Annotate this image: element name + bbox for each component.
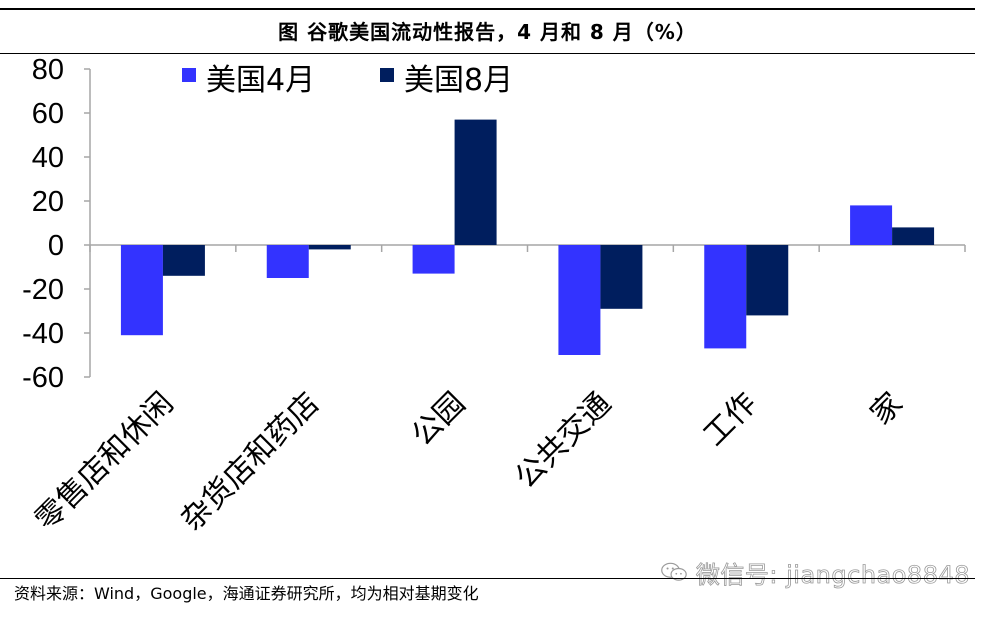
legend-april-swatch	[182, 68, 196, 82]
category-label: 杂货店和药店	[174, 386, 326, 538]
y-tick-label: -60	[22, 362, 64, 394]
bar-april-2	[412, 245, 455, 274]
wechat-icon	[661, 562, 687, 581]
y-tick-label: 40	[32, 142, 64, 174]
bar-april-5	[850, 205, 893, 245]
bar-april-0	[120, 245, 163, 336]
category-label: 工作	[697, 386, 764, 453]
bar-april-4	[704, 245, 747, 349]
legend-august-swatch	[380, 68, 394, 82]
y-tick-label: -40	[22, 318, 64, 350]
y-tick-label: 60	[32, 98, 64, 130]
bar-august-5	[892, 227, 935, 245]
bottom-rule	[0, 578, 975, 579]
category-label: 公共交通	[508, 386, 618, 496]
y-tick-label: 80	[32, 54, 64, 86]
bar-april-3	[558, 245, 601, 355]
bar-august-0	[162, 245, 205, 276]
title-rule	[0, 53, 975, 54]
bar-august-2	[454, 119, 497, 245]
bar-august-3	[600, 245, 643, 309]
watermark-text: 微信号: jiangchao8848	[695, 560, 970, 589]
top-rule	[0, 8, 975, 10]
y-tick-label: 0	[48, 230, 64, 262]
category-label: 公园	[405, 386, 472, 453]
figure-title: 图 谷歌美国流动性报告，4 月和 8 月（%）	[278, 20, 697, 44]
y-tick-label: -20	[22, 274, 64, 306]
bar-august-4	[746, 245, 789, 316]
watermark: 微信号: jiangchao8848	[660, 552, 970, 592]
bar-august-1	[308, 245, 351, 250]
category-label: 零售店和休闲	[29, 386, 181, 538]
y-tick-label: 20	[32, 186, 64, 218]
bar-april-1	[266, 245, 309, 278]
legend-august-label: 美国8月	[404, 63, 513, 98]
source-note: 资料来源：Wind，Google，海通证券研究所，均为相对基期变化	[14, 584, 479, 603]
category-label: 家	[864, 386, 910, 432]
legend-april-label: 美国4月	[206, 63, 315, 98]
